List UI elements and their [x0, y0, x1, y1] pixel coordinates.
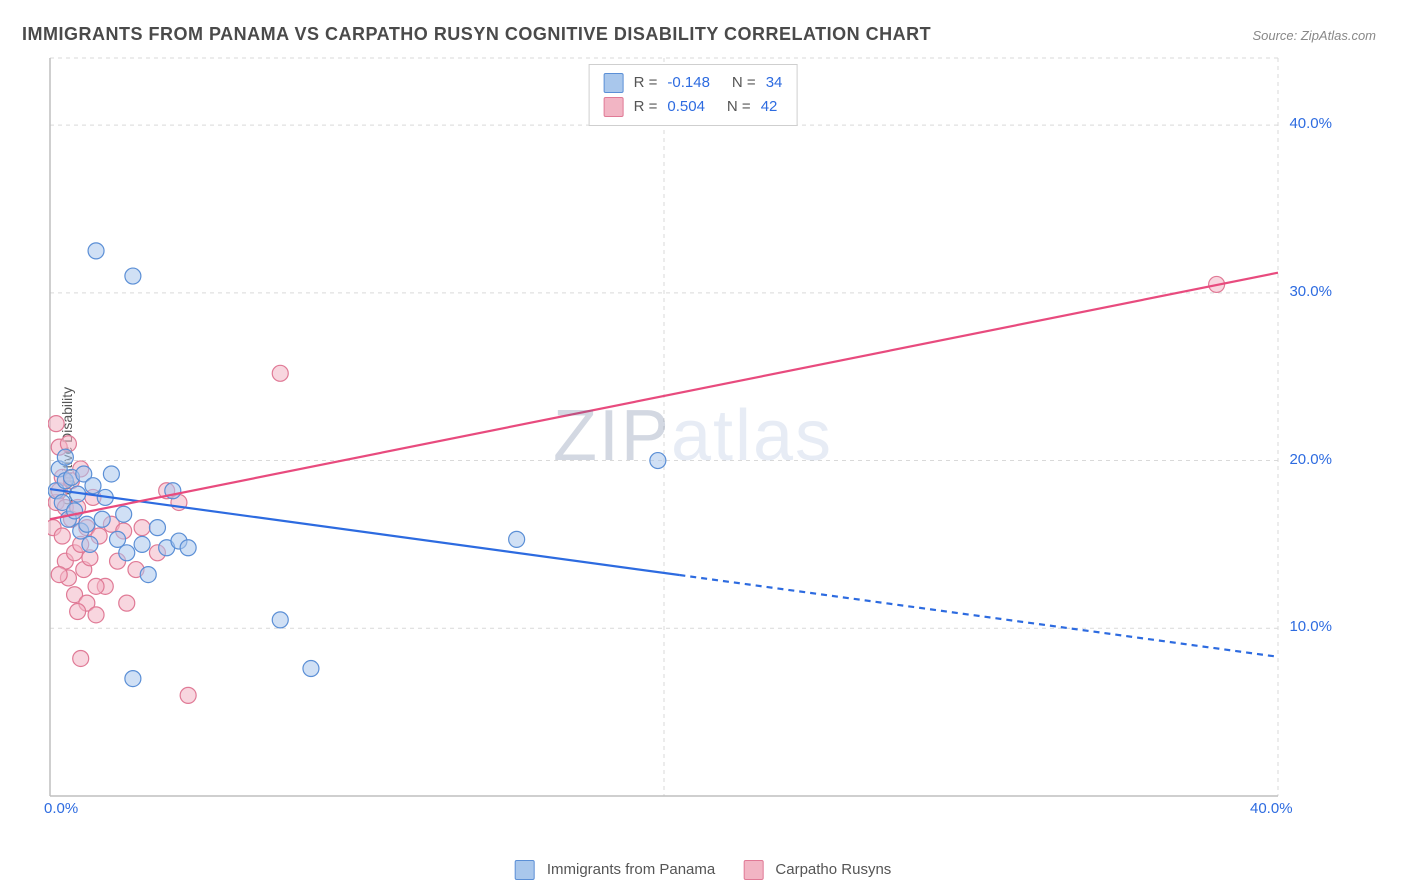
r-value-panama: -0.148 [667, 71, 710, 95]
y-tick-label: 10.0% [1289, 618, 1332, 635]
y-tick-label: 30.0% [1289, 283, 1332, 300]
n-value-carpatho: 42 [761, 95, 778, 119]
legend-row-carpatho: R = 0.504 N = 42 [604, 95, 783, 119]
swatch-panama-icon [604, 73, 624, 93]
n-label: N = [727, 95, 751, 119]
swatch-carpatho-icon [743, 860, 763, 880]
source-label: Source: ZipAtlas.com [1252, 28, 1376, 43]
y-tick-label: 20.0% [1289, 451, 1332, 468]
n-label: N = [732, 71, 756, 95]
chart-title: IMMIGRANTS FROM PANAMA VS CARPATHO RUSYN… [22, 24, 931, 45]
r-label: R = [634, 95, 658, 119]
swatch-panama-icon [515, 860, 535, 880]
legend-series: Immigrants from Panama Carpatho Rusyns [515, 860, 892, 880]
x-tick-label: 0.0% [44, 800, 78, 817]
swatch-carpatho-icon [604, 97, 624, 117]
x-tick-label: 40.0% [1250, 800, 1293, 817]
y-tick-label: 40.0% [1289, 115, 1332, 132]
legend-item-carpatho: Carpatho Rusyns [743, 860, 891, 880]
n-value-panama: 34 [766, 71, 783, 95]
legend-row-panama: R = -0.148 N = 34 [604, 71, 783, 95]
scatter-plot [48, 56, 1338, 816]
legend-item-panama: Immigrants from Panama [515, 860, 716, 880]
chart-area: ZIPatlas R = -0.148 N = 34 R = 0.504 N =… [48, 56, 1338, 816]
legend-label-carpatho: Carpatho Rusyns [775, 861, 891, 878]
r-value-carpatho: 0.504 [667, 95, 705, 119]
legend-correlation: R = -0.148 N = 34 R = 0.504 N = 42 [589, 64, 798, 126]
legend-label-panama: Immigrants from Panama [547, 861, 715, 878]
r-label: R = [634, 71, 658, 95]
